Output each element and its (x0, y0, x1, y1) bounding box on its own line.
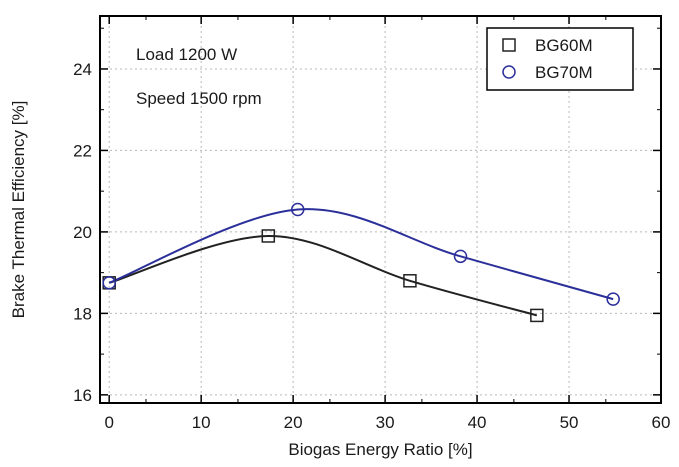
x-tick-label: 50 (560, 413, 579, 432)
series-line-bg60m (108, 234, 538, 317)
legend-label-bg70m: BG70M (535, 63, 593, 82)
y-tick-label: 18 (73, 304, 92, 323)
axis-ticks: 0 10 20 30 40 50 60 16 18 20 22 24 (73, 16, 670, 432)
x-tick-label: 10 (192, 413, 211, 432)
y-tick-label: 24 (73, 60, 92, 79)
data-point-bg60m (403, 274, 417, 288)
x-tick-label: 40 (468, 413, 487, 432)
data-point-bg60m (530, 308, 544, 323)
annotation-load: Load 1200 W (136, 45, 237, 64)
annotation-speed: Speed 1500 rpm (136, 89, 262, 108)
x-tick-label: 60 (652, 413, 671, 432)
series-markers (102, 202, 620, 323)
series-line-bg70m (108, 208, 614, 301)
data-point-bg70m (290, 202, 305, 217)
x-tick-label: 30 (376, 413, 395, 432)
legend-label-bg60m: BG60M (535, 36, 593, 55)
series-lines (108, 208, 614, 317)
data-point-bg70m (102, 276, 116, 290)
y-tick-label: 20 (73, 223, 92, 242)
x-tick-label: 20 (284, 413, 303, 432)
legend-marker-bg60m (502, 38, 516, 52)
x-tick-label: 0 (104, 413, 113, 432)
x-axis-label: Biogas Energy Ratio [%] (288, 440, 472, 459)
y-tick-label: 16 (73, 386, 92, 405)
legend-marker-bg70m (502, 65, 516, 79)
data-point-bg70m (453, 249, 468, 264)
data-point-bg70m (606, 292, 620, 306)
grid (100, 16, 662, 403)
plot-frame (99, 15, 662, 404)
y-tick-label: 22 (73, 141, 92, 160)
legend: BG60M BG70M (486, 27, 634, 91)
y-axis-label: Brake Thermal Efficiency [%] (9, 101, 28, 319)
data-point-bg60m (261, 229, 276, 243)
